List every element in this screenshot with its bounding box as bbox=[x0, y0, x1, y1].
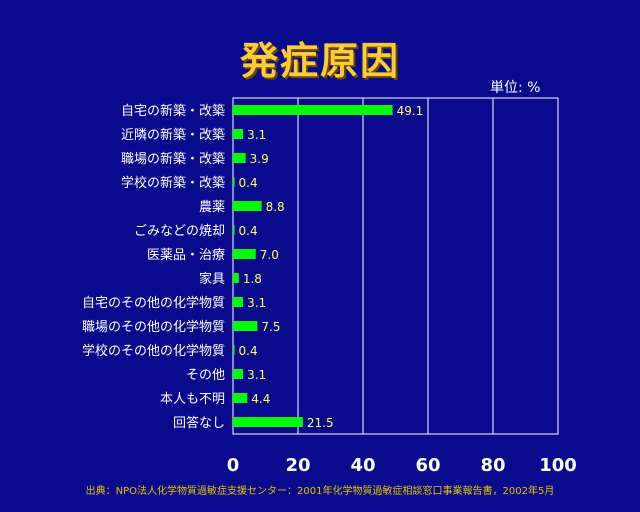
data-label: 0.4 bbox=[239, 224, 258, 238]
bar bbox=[233, 417, 303, 427]
category-label: 職場のその他の化学物質 bbox=[82, 319, 225, 335]
grid-layer bbox=[232, 97, 559, 435]
x-tick-label: 0 bbox=[227, 455, 240, 476]
bar bbox=[233, 345, 235, 355]
x-tick-label: 20 bbox=[285, 455, 310, 476]
bar bbox=[233, 105, 393, 115]
bar-chart: 49.1 自宅の新築・改築 3.1 近隣の新築・改築 3.9 職場の新築・改築 0.4 学校の… bbox=[82, 97, 577, 476]
bar bbox=[233, 273, 239, 283]
data-label: 8.8 bbox=[266, 200, 285, 214]
plot-frame bbox=[232, 97, 559, 435]
bar bbox=[233, 201, 262, 211]
data-label: 7.5 bbox=[261, 320, 280, 334]
tick-layer: 0 20 40 60 80 100 bbox=[227, 455, 577, 476]
bar bbox=[233, 321, 258, 331]
category-label: 農薬 bbox=[199, 200, 225, 215]
category-label: その他 bbox=[186, 368, 225, 383]
data-label: 1.8 bbox=[243, 272, 262, 286]
category-label: 自宅のその他の化学物質 bbox=[82, 295, 225, 311]
data-label: 7.0 bbox=[260, 248, 279, 262]
data-label: 3.1 bbox=[247, 128, 266, 142]
bar bbox=[233, 369, 244, 379]
chart-title: 発症原因 bbox=[239, 39, 400, 83]
category-label: ごみなどの焼却 bbox=[134, 223, 225, 239]
data-label: 3.1 bbox=[247, 296, 266, 310]
data-label: 3.9 bbox=[250, 152, 269, 166]
data-label: 3.1 bbox=[247, 368, 266, 382]
data-label: 0.4 bbox=[239, 176, 258, 190]
bar bbox=[233, 177, 235, 187]
x-tick-label: 60 bbox=[415, 455, 440, 476]
bar bbox=[233, 153, 246, 163]
bar-layer bbox=[233, 105, 393, 427]
category-label: 回答なし bbox=[173, 415, 225, 431]
data-label: 0.4 bbox=[239, 344, 258, 358]
category-label: 学校のその他の化学物質 bbox=[82, 343, 225, 359]
category-label: 自宅の新築・改築 bbox=[121, 103, 225, 119]
category-label: 本人も不明 bbox=[160, 392, 225, 407]
category-label: 職場の新築・改築 bbox=[121, 151, 225, 167]
category-label: 近隣の新築・改築 bbox=[121, 127, 225, 143]
bar bbox=[233, 393, 248, 403]
bar bbox=[233, 249, 256, 259]
x-tick-label: 40 bbox=[350, 455, 375, 476]
source-note: 出典：NPO法人化学物質過敏症支援センター：2001年化学物質過敏症相談窓口事業… bbox=[85, 486, 555, 497]
bar bbox=[233, 225, 235, 235]
data-label: 21.5 bbox=[307, 416, 334, 430]
label-layer: 49.1 自宅の新築・改築 3.1 近隣の新築・改築 3.9 職場の新築・改築 0.4 学校の… bbox=[82, 103, 423, 431]
bar bbox=[233, 129, 244, 139]
x-tick-label: 80 bbox=[480, 455, 505, 476]
data-label: 49.1 bbox=[397, 104, 424, 118]
x-tick-label: 100 bbox=[539, 455, 577, 476]
category-label: 家具 bbox=[199, 271, 225, 287]
bar bbox=[233, 297, 244, 307]
data-label: 4.4 bbox=[251, 392, 270, 406]
category-label: 学校の新築・改築 bbox=[121, 175, 225, 191]
category-label: 医薬品・治療 bbox=[147, 248, 225, 263]
unit-label: 単位: % bbox=[490, 80, 541, 96]
